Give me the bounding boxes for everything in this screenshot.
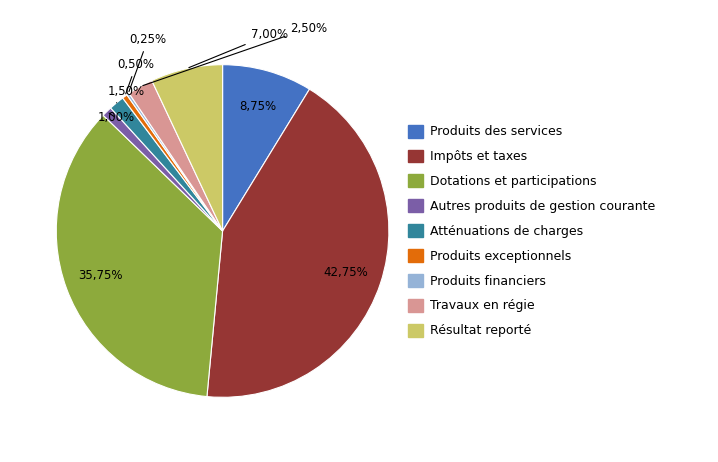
- Text: 7,00%: 7,00%: [0, 461, 1, 462]
- Wedge shape: [223, 65, 309, 231]
- Wedge shape: [127, 93, 223, 231]
- Wedge shape: [207, 89, 389, 397]
- Legend: Produits des services, Impôts et taxes, Dotations et participations, Autres prod: Produits des services, Impôts et taxes, …: [404, 120, 660, 342]
- Wedge shape: [129, 80, 223, 231]
- Text: 0,50%: 0,50%: [0, 461, 1, 462]
- Wedge shape: [123, 95, 223, 231]
- Wedge shape: [103, 108, 223, 231]
- Wedge shape: [151, 65, 223, 231]
- Text: 42,75%: 42,75%: [323, 266, 368, 279]
- Text: 1,50%: 1,50%: [108, 85, 144, 103]
- Text: 1,00%: 1,00%: [98, 111, 135, 124]
- Text: 7,00%: 7,00%: [189, 28, 288, 67]
- Text: 0,50%: 0,50%: [118, 58, 154, 94]
- Text: 2,50%: 2,50%: [0, 461, 1, 462]
- Text: 35,75%: 35,75%: [78, 269, 123, 282]
- Text: 2,50%: 2,50%: [143, 22, 327, 85]
- Text: 8,75%: 8,75%: [239, 100, 276, 113]
- Text: 1,50%: 1,50%: [0, 461, 1, 462]
- Text: 1,00%: 1,00%: [0, 461, 1, 462]
- Wedge shape: [56, 115, 223, 396]
- Text: 0,25%: 0,25%: [129, 33, 167, 91]
- Text: 0,25%: 0,25%: [0, 461, 1, 462]
- Wedge shape: [111, 98, 223, 231]
